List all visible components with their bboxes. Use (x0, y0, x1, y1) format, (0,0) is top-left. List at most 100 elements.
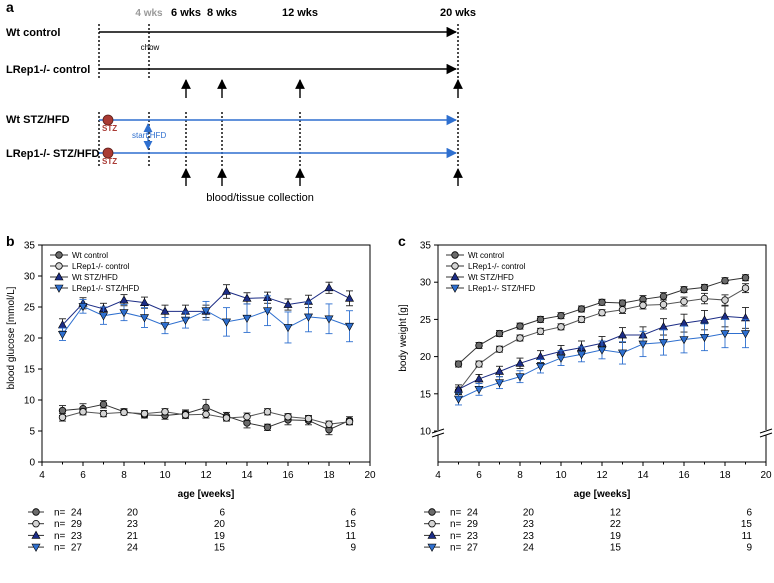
n-row-marker (428, 520, 436, 528)
n-count: 15 (345, 519, 357, 530)
data-point (679, 336, 689, 345)
b-series-layer (57, 281, 355, 436)
c-x-axis: 4 6 8 10 12 14 16 18 20 (435, 462, 772, 481)
n-row-label: n= (450, 508, 462, 519)
x-tick-label: 6 (476, 470, 482, 481)
x-tick-label: 4 (435, 470, 441, 481)
y-tick-label: 10 (420, 427, 432, 438)
data-point (453, 384, 464, 393)
data-point (324, 282, 334, 292)
n-count: 29 (71, 519, 83, 530)
n-count: 24 (467, 508, 479, 519)
data-point (495, 345, 504, 353)
data-point (557, 311, 565, 320)
data-point (598, 309, 606, 317)
y-tick-label: 10 (24, 396, 36, 407)
data-point (284, 413, 292, 421)
legend-label: LRep1-/- STZ/HFD (468, 284, 535, 293)
data-point (720, 311, 730, 320)
n-row-marker (427, 543, 437, 552)
n-row-marker (31, 530, 41, 539)
legend-marker (450, 284, 460, 293)
y-tick-label: 30 (24, 272, 36, 283)
legend-marker (54, 284, 64, 293)
data-point (556, 354, 566, 363)
c-legend: Wt control LRep1-/- control Wt STZ/HFD LRep… (446, 251, 535, 293)
b-x-axis: 4 6 8 10 12 14 16 18 20 (39, 462, 376, 481)
c-x-axis-label: age [weeks] (574, 489, 631, 500)
n-count: 20 (214, 519, 226, 530)
data-point (263, 423, 272, 431)
data-point (119, 295, 129, 304)
n-count: 22 (610, 519, 622, 530)
n-count: 23 (71, 531, 83, 542)
n-count: 27 (467, 543, 479, 554)
y-tick-label: 20 (420, 352, 432, 363)
n-count: 23 (127, 519, 139, 530)
chow-label: chow (141, 43, 160, 52)
data-point (344, 293, 355, 302)
time-label-12wks: 12 wks (282, 7, 318, 19)
stz-label-wt: STZ (102, 124, 117, 133)
y-tick-label: 20 (24, 334, 36, 345)
data-point (700, 283, 709, 292)
legend-marker (451, 251, 459, 259)
y-tick-label: 30 (420, 278, 432, 289)
c-axis-break-right (759, 428, 773, 438)
data-point (577, 305, 586, 313)
legend-label: Wt control (72, 251, 108, 260)
group-label-lrep1-stz-hfd: LRep1-/- STZ/HFD (6, 148, 100, 160)
data-point (78, 303, 88, 312)
y-tick-label: 0 (29, 458, 35, 469)
x-tick-label: 20 (364, 470, 376, 481)
data-point (181, 411, 190, 419)
data-point (222, 414, 231, 422)
group-label-lrep1-control: LRep1-/- control (6, 64, 90, 76)
data-point (325, 420, 333, 428)
data-point (202, 403, 210, 412)
data-point (221, 286, 232, 295)
data-point (79, 408, 87, 416)
stz-dot-wt (102, 114, 114, 126)
n-count: 23 (523, 519, 535, 530)
data-point (699, 333, 710, 343)
y-tick-label: 15 (24, 365, 36, 376)
n-count: 20 (523, 508, 535, 519)
data-point (57, 330, 68, 340)
n-row-label: n= (450, 519, 462, 530)
n-row-label: n= (54, 508, 66, 519)
data-point (202, 410, 210, 418)
data-point (721, 277, 729, 285)
data-point (242, 293, 252, 302)
x-tick-label: 14 (241, 470, 253, 481)
data-point (516, 334, 524, 342)
n-count: 29 (467, 519, 479, 530)
legend-marker (55, 262, 63, 270)
panel-a-timeline: a 4 wks 6 wks 8 wks 12 wks 20 wks Wt con… (6, 0, 476, 204)
n-row-marker (32, 508, 40, 516)
n-count: 23 (523, 531, 535, 542)
c-y-axis: 10 15 20 25 30 35 (420, 241, 438, 438)
x-tick-label: 6 (80, 470, 86, 481)
data-point (58, 413, 67, 422)
y-tick-label: 5 (29, 427, 35, 438)
data-point (474, 386, 484, 395)
data-point (617, 330, 628, 339)
data-point (99, 400, 108, 409)
n-row-marker (31, 543, 41, 552)
y-tick-label: 25 (420, 315, 432, 326)
n-count: 9 (350, 543, 356, 554)
n-count: 19 (214, 531, 226, 542)
time-label-4wks: 4 wks (135, 8, 163, 19)
data-point (741, 274, 750, 282)
n-count: 19 (610, 531, 622, 542)
legend-marker (450, 272, 460, 281)
time-label-6wks: 6 wks (171, 7, 201, 19)
data-point (283, 299, 293, 308)
n-count: 11 (346, 531, 357, 542)
x-tick-label: 18 (323, 470, 335, 481)
legend-marker (54, 272, 64, 281)
data-point (454, 360, 463, 368)
data-point (700, 294, 709, 303)
